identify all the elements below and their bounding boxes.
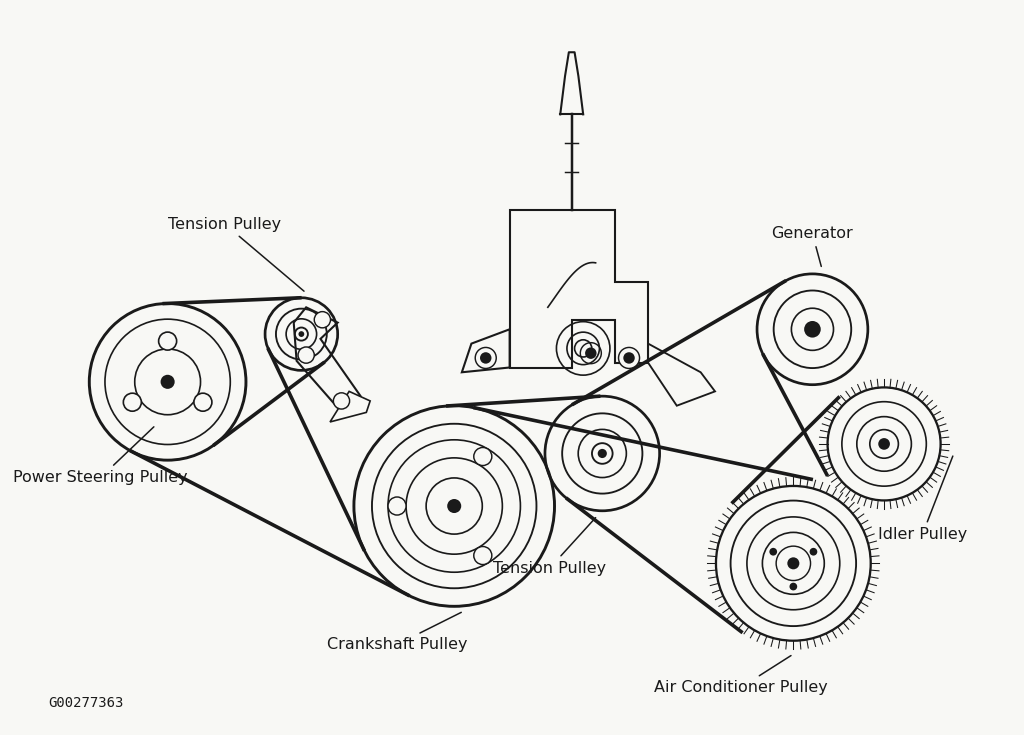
Text: Power Steering Pulley: Power Steering Pulley — [13, 427, 188, 485]
Text: Idler Pulley: Idler Pulley — [878, 456, 967, 542]
Circle shape — [618, 348, 640, 368]
Polygon shape — [330, 391, 370, 422]
Circle shape — [598, 449, 607, 458]
Circle shape — [159, 332, 176, 350]
Circle shape — [810, 548, 817, 556]
Circle shape — [879, 438, 890, 450]
Text: Tension Pulley: Tension Pulley — [494, 517, 606, 576]
Circle shape — [585, 348, 597, 359]
Text: Generator: Generator — [771, 226, 853, 266]
Circle shape — [474, 448, 492, 465]
Polygon shape — [294, 307, 360, 415]
Text: Tension Pulley: Tension Pulley — [168, 217, 304, 291]
Circle shape — [298, 331, 304, 337]
Text: G00277363: G00277363 — [48, 695, 124, 709]
Circle shape — [123, 393, 141, 411]
Circle shape — [769, 548, 777, 556]
Circle shape — [581, 343, 601, 364]
Circle shape — [334, 392, 349, 409]
Circle shape — [298, 347, 314, 363]
Circle shape — [624, 352, 635, 364]
Text: Air Conditioner Pulley: Air Conditioner Pulley — [654, 656, 827, 695]
Circle shape — [804, 321, 821, 337]
Circle shape — [161, 375, 175, 389]
Text: Crankshaft Pulley: Crankshaft Pulley — [327, 612, 467, 652]
Circle shape — [474, 547, 492, 564]
Polygon shape — [648, 344, 715, 406]
Circle shape — [194, 393, 212, 411]
Circle shape — [314, 312, 331, 328]
Circle shape — [475, 348, 497, 368]
Circle shape — [480, 352, 492, 364]
Circle shape — [447, 499, 461, 513]
Circle shape — [790, 583, 798, 590]
Polygon shape — [462, 329, 510, 372]
Circle shape — [388, 497, 407, 515]
Circle shape — [787, 557, 800, 570]
Polygon shape — [510, 210, 648, 368]
